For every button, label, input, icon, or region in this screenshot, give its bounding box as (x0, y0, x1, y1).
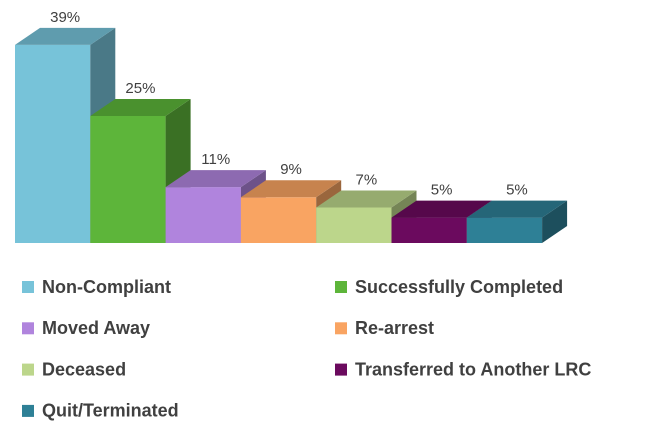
bar-front (15, 44, 91, 243)
value-label: 25% (125, 80, 155, 97)
legend-label: Deceased (42, 359, 126, 379)
bar-front (316, 207, 392, 243)
legend-swatch (22, 281, 34, 293)
legend-swatch (22, 322, 34, 335)
value-label: 5% (431, 182, 453, 199)
bar-top (165, 170, 266, 188)
legend-label: Quit/Terminated (42, 401, 179, 421)
bar-top (316, 190, 417, 208)
legend-label: Non-Compliant (42, 277, 171, 297)
value-label: 39% (50, 9, 80, 26)
bar-front (240, 197, 317, 243)
legend-label: Re-arrest (355, 318, 434, 338)
bar-front (466, 217, 543, 243)
value-label: 5% (506, 182, 528, 199)
bar-side (542, 200, 568, 243)
legend-swatch (22, 363, 34, 376)
legend-swatch (335, 281, 347, 293)
value-label: 9% (280, 161, 302, 178)
legend-swatch (335, 322, 347, 335)
value-label: 11% (201, 151, 230, 168)
bar-front (391, 217, 467, 243)
bar-front (90, 116, 166, 243)
bar-top (240, 180, 342, 198)
legend-label: Successfully Completed (355, 277, 563, 297)
bar-top (90, 99, 191, 116)
legend-label: Transferred to Another LRC (355, 359, 591, 379)
bar-front (165, 187, 241, 243)
legend-swatch (335, 363, 347, 376)
bar-top (466, 200, 568, 218)
bar-top (391, 200, 492, 218)
bar-top (15, 27, 116, 45)
legend-label: Moved Away (42, 318, 150, 338)
value-label: 7% (356, 171, 378, 188)
legend-swatch (22, 404, 34, 417)
